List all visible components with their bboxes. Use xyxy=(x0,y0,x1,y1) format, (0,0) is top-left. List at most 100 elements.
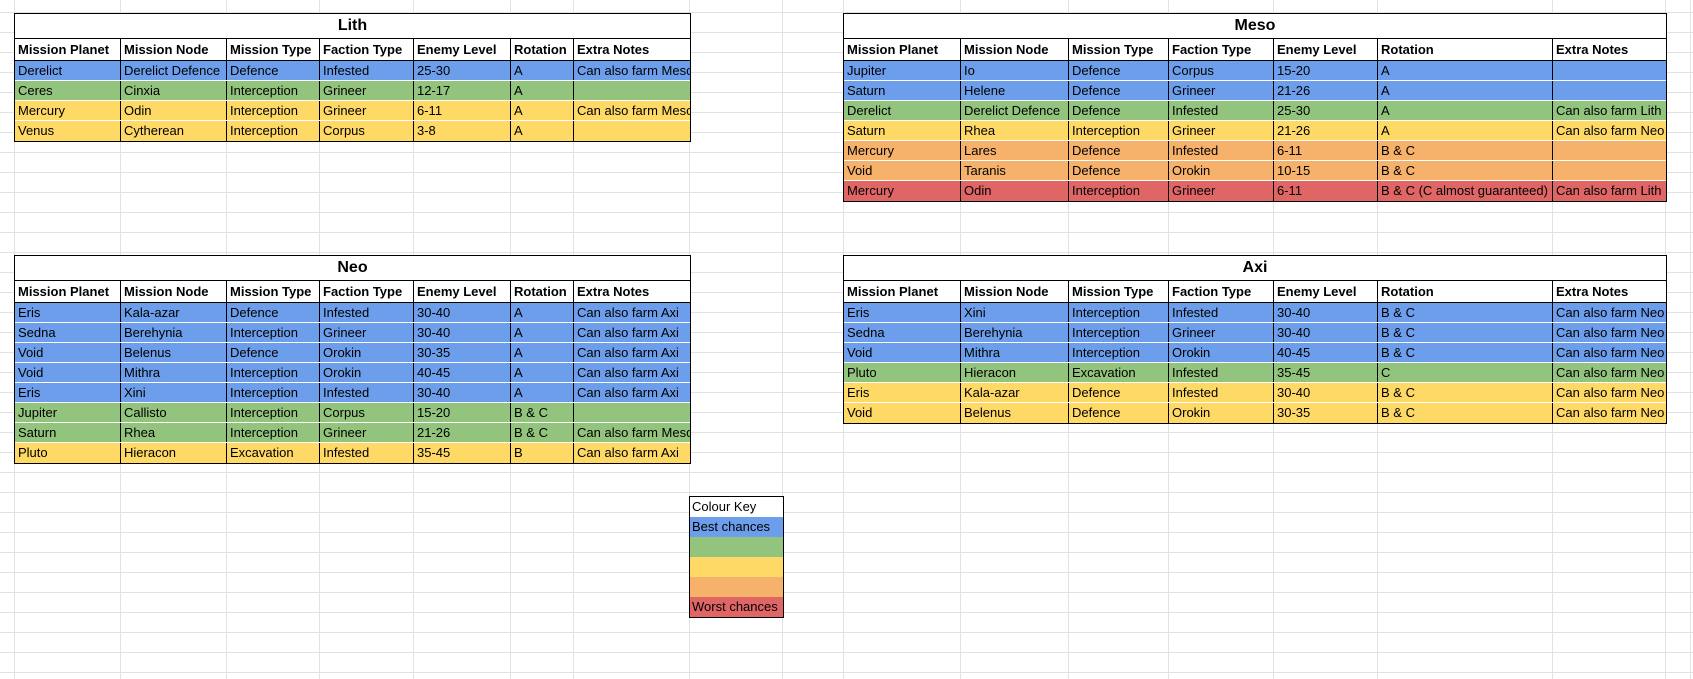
cell[interactable]: Rhea xyxy=(961,121,1069,140)
table-lith-title[interactable]: Lith xyxy=(15,14,690,39)
cell[interactable]: Mercury xyxy=(844,181,961,201)
cell[interactable]: Void xyxy=(15,343,121,362)
cell[interactable]: Infested xyxy=(1169,363,1274,382)
cell[interactable] xyxy=(1553,141,1666,160)
cell[interactable]: B xyxy=(511,443,574,463)
cell[interactable]: B & C xyxy=(511,403,574,422)
cell[interactable]: 3-8 xyxy=(414,121,511,141)
column-header-cell[interactable]: Extra Notes xyxy=(1556,284,1629,299)
cell[interactable]: Lares xyxy=(961,141,1069,160)
cell[interactable]: Infested xyxy=(320,61,414,80)
cell[interactable]: A xyxy=(1378,101,1553,120)
cell[interactable]: 35-45 xyxy=(414,443,511,463)
cell[interactable]: B & C xyxy=(1378,303,1553,322)
cell[interactable]: Taranis xyxy=(961,161,1069,180)
column-header-cell[interactable]: Mission Node xyxy=(961,281,1069,302)
cell[interactable]: Defence xyxy=(1069,161,1169,180)
cell[interactable]: Defence xyxy=(1069,101,1169,120)
cell[interactable]: 21-26 xyxy=(1274,121,1378,140)
cell[interactable]: 30-40 xyxy=(414,303,511,322)
cell[interactable]: Derelict Defence xyxy=(961,101,1069,120)
cell[interactable]: A xyxy=(511,323,574,342)
cell[interactable]: 15-20 xyxy=(414,403,511,422)
cell[interactable]: Interception xyxy=(1069,121,1169,140)
cell[interactable]: Xini xyxy=(961,303,1069,322)
cell[interactable]: 30-40 xyxy=(1274,323,1378,342)
colour-key-entry[interactable] xyxy=(690,577,783,597)
cell[interactable]: A xyxy=(511,101,574,120)
cell[interactable]: 25-30 xyxy=(1274,101,1378,120)
column-header-cell[interactable]: Mission Node xyxy=(961,39,1069,60)
cell[interactable]: B & C xyxy=(1378,161,1553,180)
cell[interactable]: Interception xyxy=(227,363,320,382)
column-header-cell[interactable]: Mission Planet xyxy=(15,281,121,302)
cell[interactable]: Kala-azar xyxy=(121,303,227,322)
cell[interactable]: Can also farm Neo xyxy=(1556,385,1665,400)
cell[interactable]: 21-26 xyxy=(1274,81,1378,100)
cell[interactable]: Pluto xyxy=(844,363,961,382)
cell[interactable]: Interception xyxy=(227,323,320,342)
cell[interactable]: 30-40 xyxy=(1274,383,1378,402)
cell[interactable]: Can also farm Axi xyxy=(577,345,679,360)
cell[interactable]: C xyxy=(1378,363,1553,382)
cell[interactable]: Can also farm Meso xyxy=(577,425,690,440)
cell[interactable]: Can also farm Axi xyxy=(577,445,679,460)
cell[interactable]: Infested xyxy=(320,443,414,463)
column-header-cell[interactable]: Mission Type xyxy=(1069,39,1169,60)
column-header-cell[interactable]: Mission Type xyxy=(1069,281,1169,302)
cell[interactable]: 30-35 xyxy=(414,343,511,362)
colour-key-entry[interactable]: Worst chances xyxy=(690,597,783,617)
cell[interactable]: 6-11 xyxy=(414,101,511,120)
cell[interactable] xyxy=(574,403,690,422)
cell[interactable]: Interception xyxy=(1069,303,1169,322)
column-header-cell[interactable]: Enemy Level xyxy=(414,281,511,302)
column-header-cell[interactable]: Enemy Level xyxy=(1274,39,1378,60)
cell[interactable]: Rhea xyxy=(121,423,227,442)
cell[interactable]: Eris xyxy=(844,383,961,402)
cell[interactable]: Orokin xyxy=(1169,403,1274,423)
cell[interactable]: A xyxy=(511,383,574,402)
cell[interactable] xyxy=(1553,61,1666,80)
cell[interactable]: Derelict xyxy=(15,61,121,80)
cell[interactable]: Derelict xyxy=(844,101,961,120)
cell[interactable]: 10-15 xyxy=(1274,161,1378,180)
cell[interactable] xyxy=(574,121,690,141)
cell[interactable]: Defence xyxy=(1069,141,1169,160)
cell[interactable]: Helene xyxy=(961,81,1069,100)
cell[interactable]: Void xyxy=(844,161,961,180)
column-header-cell[interactable]: Mission Type xyxy=(227,39,320,60)
cell[interactable]: 12-17 xyxy=(414,81,511,100)
column-header-cell[interactable]: Mission Node xyxy=(121,281,227,302)
column-header-cell[interactable]: Extra Notes xyxy=(577,42,650,57)
cell[interactable]: B & C xyxy=(511,423,574,442)
cell[interactable]: Interception xyxy=(227,81,320,100)
cell[interactable]: Orokin xyxy=(320,343,414,362)
cell[interactable]: Venus xyxy=(15,121,121,141)
cell[interactable]: Grineer xyxy=(320,101,414,120)
cell[interactable]: Berehynia xyxy=(121,323,227,342)
cell[interactable]: Mercury xyxy=(15,101,121,120)
cell[interactable]: Can also farm Meso xyxy=(577,103,690,118)
colour-key-title[interactable]: Colour Key xyxy=(692,499,757,514)
cell[interactable]: Hieracon xyxy=(961,363,1069,382)
cell[interactable]: Berehynia xyxy=(961,323,1069,342)
cell[interactable]: Derelict Defence xyxy=(121,61,227,80)
cell[interactable]: Interception xyxy=(227,423,320,442)
cell[interactable]: Grineer xyxy=(320,323,414,342)
cell[interactable]: Can also farm Neo xyxy=(1556,365,1665,380)
cell[interactable]: Belenus xyxy=(121,343,227,362)
cell[interactable]: B & C xyxy=(1378,343,1553,362)
cell[interactable]: Hieracon xyxy=(121,443,227,463)
cell[interactable]: A xyxy=(1378,61,1553,80)
column-header-cell[interactable]: Enemy Level xyxy=(1274,281,1378,302)
cell[interactable]: Can also farm Lith xyxy=(1556,103,1662,118)
cell[interactable]: Defence xyxy=(1069,61,1169,80)
cell[interactable]: A xyxy=(511,121,574,141)
cell[interactable]: Grineer xyxy=(1169,121,1274,140)
cell[interactable]: Can also farm Neo xyxy=(1556,305,1665,320)
cell[interactable]: Grineer xyxy=(1169,81,1274,100)
cell[interactable]: Orokin xyxy=(1169,161,1274,180)
cell[interactable]: B & C (C almost guaranteed) xyxy=(1378,181,1553,201)
cell[interactable]: Grineer xyxy=(320,423,414,442)
cell[interactable]: Eris xyxy=(15,383,121,402)
